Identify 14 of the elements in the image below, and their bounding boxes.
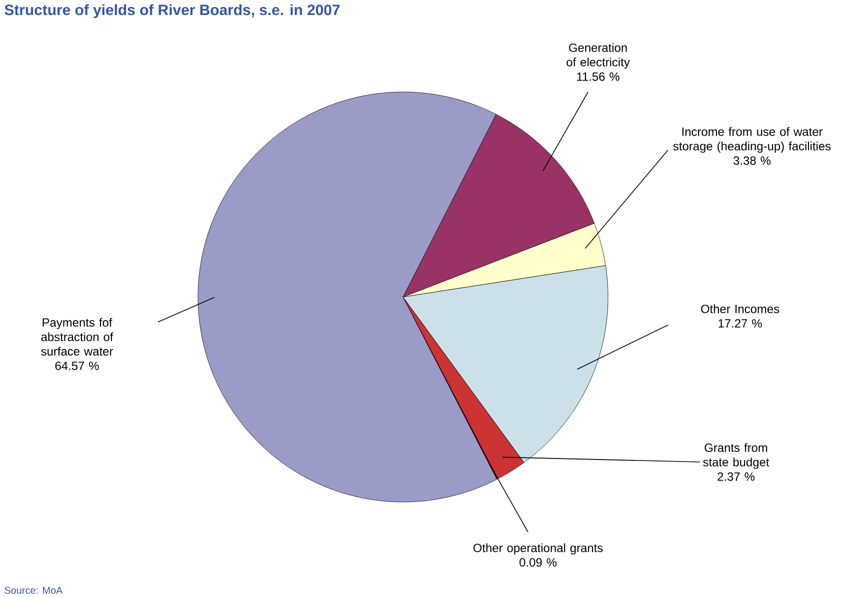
- data-label: 2.37 %: [718, 472, 755, 481]
- slice-label: Incrome from use of water storage (heading-up) facilities: [673, 127, 831, 153]
- chart-title: Structure of yields of River Boards, s.e. in 2007: [4, 4, 340, 18]
- slice-label: Payments fof abstraction of surface water: [41, 318, 114, 356]
- slice-label: Other Incomes: [701, 304, 780, 314]
- data-label: 11.56 %: [577, 72, 620, 81]
- data-label: 64.57 %: [55, 362, 99, 370]
- data-label: 0.09 %: [520, 558, 557, 567]
- data-label: 3.38 %: [734, 156, 771, 165]
- data-label: 17.27 %: [718, 319, 762, 328]
- slice-label: Grants from state budget: [703, 443, 770, 469]
- slice-label: Other operational grants: [473, 543, 603, 555]
- source-note: Source: MoA: [4, 586, 63, 594]
- slice-label: Generation of electricity: [566, 43, 630, 69]
